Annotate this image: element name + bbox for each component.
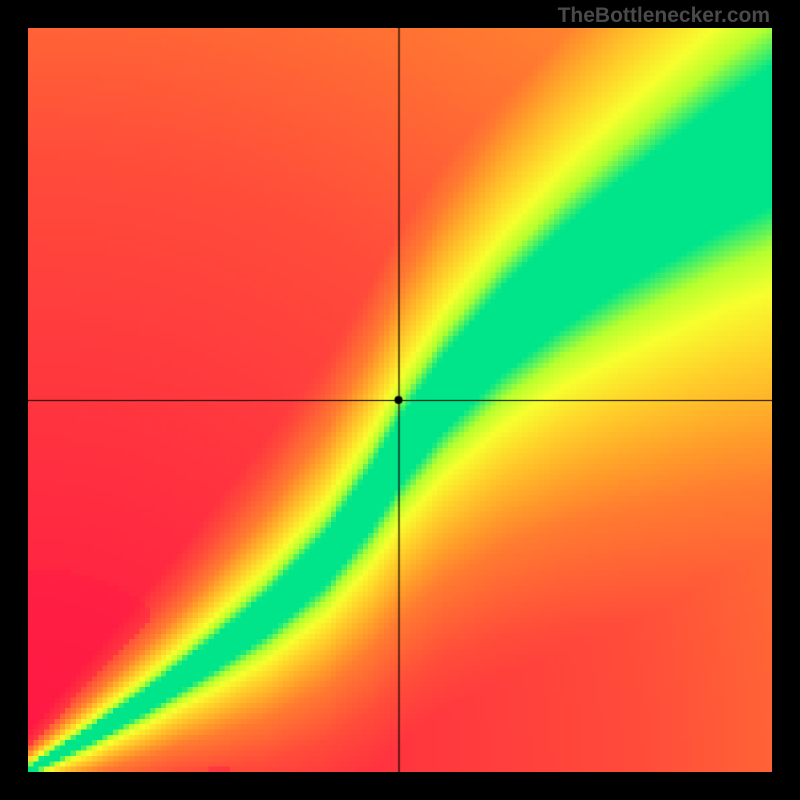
chart-container: TheBottlenecker.com: [0, 0, 800, 800]
bottleneck-heatmap: [28, 28, 772, 772]
watermark-text: TheBottlenecker.com: [558, 4, 770, 28]
